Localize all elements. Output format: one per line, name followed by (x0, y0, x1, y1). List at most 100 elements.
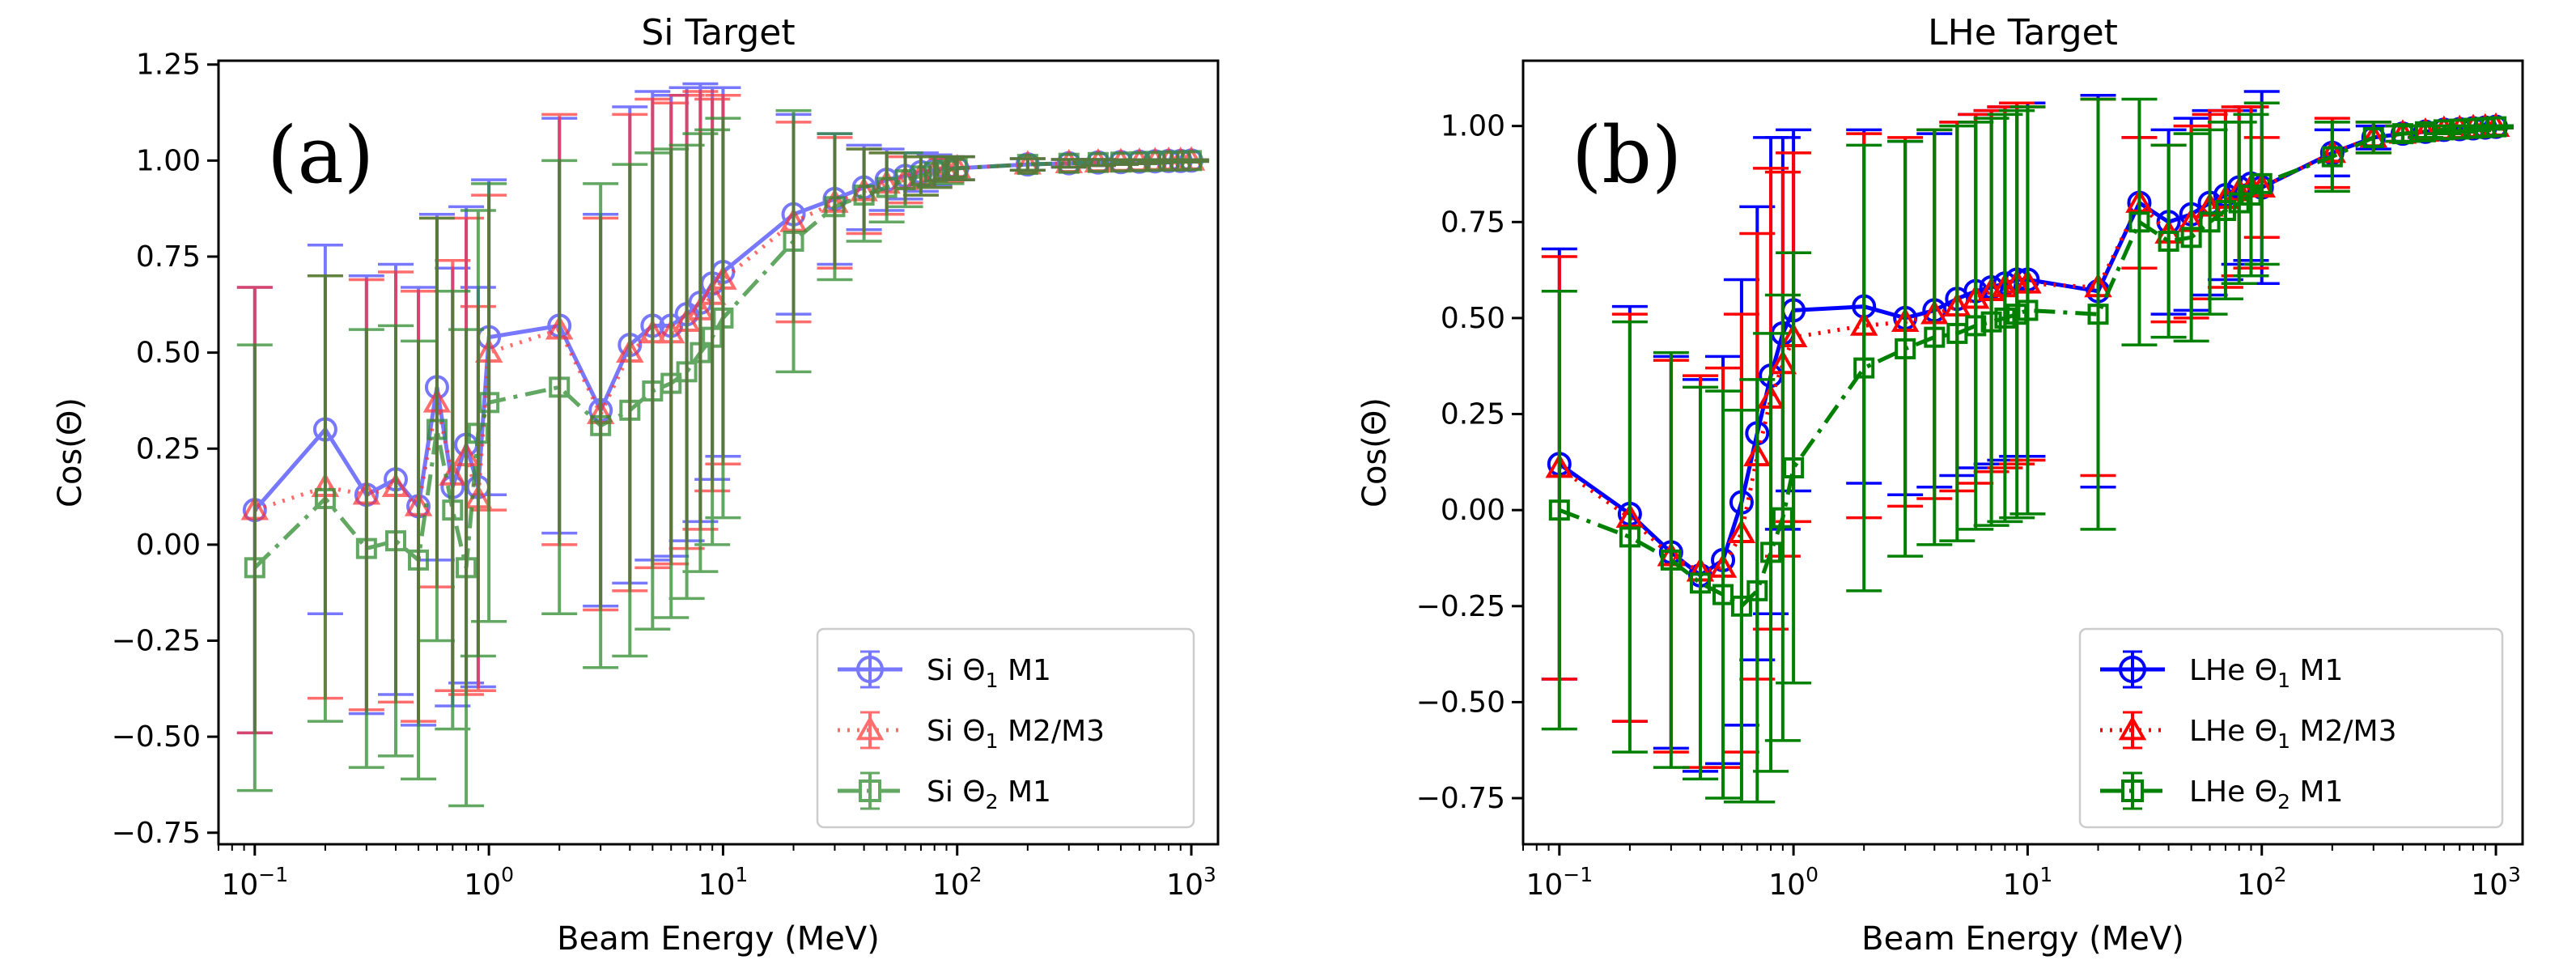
y-tick-label: 1.00 (136, 144, 201, 177)
x-tick-label: 100 (1768, 863, 1818, 902)
data-points (244, 150, 1203, 579)
legend-marker (2118, 716, 2147, 741)
data-point (244, 557, 265, 579)
data-point (1058, 152, 1080, 174)
legend-label-subscript: 2 (2277, 790, 2290, 813)
data-point (2462, 117, 2484, 139)
data-point (426, 418, 448, 440)
data-point (1169, 150, 1191, 172)
legend-label-subscript: 1 (2277, 669, 2290, 692)
y-axis-ticks: −0.75 −0.50 −0.25 0.00 0.25 0.50 0.75 1.00 1.25 (112, 49, 219, 850)
x-tick-label-base: 10 (1768, 869, 1806, 902)
data-point (384, 530, 406, 552)
legend-entry-3 (838, 771, 902, 810)
data-point (1772, 507, 1793, 529)
legend-marker (2119, 656, 2146, 683)
x-tick-label: 101 (698, 863, 749, 902)
legend-label-suffix: M1 (2290, 654, 2343, 687)
legend-label-suffix: M1 (999, 775, 1051, 809)
x-tick-label: 102 (932, 863, 982, 902)
data-point (1157, 150, 1179, 172)
data-point (1712, 584, 1734, 605)
x-tick-label-base: 10 (464, 869, 501, 902)
series-3 (1541, 97, 2514, 804)
data-point (702, 326, 724, 348)
y-tick-label: −0.75 (1416, 782, 1505, 815)
y-tick-label: 0.00 (1441, 494, 1505, 527)
data-point (2449, 118, 2471, 140)
axes-frame (217, 59, 1220, 846)
data-point (660, 372, 682, 394)
x-tick-label-base: 10 (1166, 869, 1203, 902)
y-tick-label: −0.50 (112, 720, 201, 754)
data-point (1994, 307, 2016, 329)
data-point (1548, 499, 1570, 521)
legend: LHe Θ1 M1 LHe Θ1 M2/M3 LHe Θ2 M1 (2078, 627, 2504, 829)
chart-title: Si Target (641, 12, 795, 53)
data-point (1689, 572, 1711, 594)
x-tick-label-base: 10 (2237, 869, 2274, 902)
legend-label: LHe Θ1 M2/M3 (2189, 715, 2396, 753)
legend-label-suffix: M1 (999, 654, 1051, 687)
legend-label-main: LHe Θ (2189, 654, 2277, 687)
data-point (1181, 150, 1203, 172)
data-point (2087, 304, 2109, 325)
legend-entry-3 (2100, 771, 2165, 810)
legend-label: Si Θ1 M1 (927, 654, 1051, 692)
x-tick-label-exponent: 3 (1203, 863, 1216, 886)
data-point (712, 307, 734, 329)
legend-entry-2 (838, 711, 902, 750)
legend-box (816, 627, 1195, 829)
y-tick-label: 0.25 (136, 432, 201, 465)
x-tick-label: 101 (2003, 863, 2053, 902)
y-axis-label: Cos(Θ) (52, 397, 89, 508)
y-tick-label: 0.25 (1441, 398, 1505, 431)
x-tick-label-exponent: 3 (2508, 863, 2521, 886)
data-point (936, 159, 957, 181)
legend-label: LHe Θ2 M1 (2189, 775, 2343, 813)
y-tick-label: 0.50 (1441, 302, 1505, 335)
data-point (1783, 457, 1805, 478)
legend-label-subscript: 1 (986, 729, 999, 753)
data-point (2240, 185, 2262, 206)
legend-label-main: Si Θ (927, 775, 986, 809)
data-point (2006, 304, 2028, 325)
data-point (2362, 126, 2384, 148)
x-axis-label: Beam Energy (MeV) (557, 920, 880, 958)
x-tick-label-base: 10 (2003, 869, 2040, 902)
legend-label-main: LHe Θ (2189, 715, 2277, 748)
data-points (1548, 116, 2507, 617)
legend-entry-1 (2100, 650, 2165, 689)
legend-marker (856, 656, 884, 683)
x-tick-label-base: 10 (1526, 869, 1563, 902)
y-tick-label: 0.75 (136, 240, 201, 274)
data-point (1746, 580, 1768, 601)
x-tick-label: 102 (2237, 863, 2287, 902)
legend-entry-1 (838, 650, 902, 689)
x-tick-label-exponent: 1 (2039, 863, 2052, 886)
panel-label: (a) (267, 110, 374, 201)
data-point (1144, 151, 1166, 172)
x-tick-label: 10−1 (1526, 863, 1593, 902)
data-point (2485, 116, 2507, 138)
data-point (355, 537, 377, 559)
data-point (676, 361, 698, 383)
legend-label-main: Si Θ (927, 654, 986, 687)
y-tick-label: −0.75 (112, 817, 201, 850)
chart-title: LHe Target (1928, 12, 2118, 53)
x-tick-label-exponent: −1 (1563, 863, 1593, 886)
y-tick-label: 0.00 (136, 529, 201, 562)
legend-label: Si Θ1 M2/M3 (927, 715, 1105, 753)
x-tick-label: 103 (1166, 863, 1216, 902)
legend-marker (2121, 779, 2144, 802)
data-point (1924, 326, 1946, 348)
data-point (923, 161, 945, 183)
data-point (1965, 315, 1987, 337)
x-tick-label-base: 10 (221, 869, 258, 902)
data-point (894, 169, 916, 191)
x-tick-label-exponent: 1 (735, 863, 748, 886)
x-tick-label-exponent: 2 (970, 863, 982, 886)
